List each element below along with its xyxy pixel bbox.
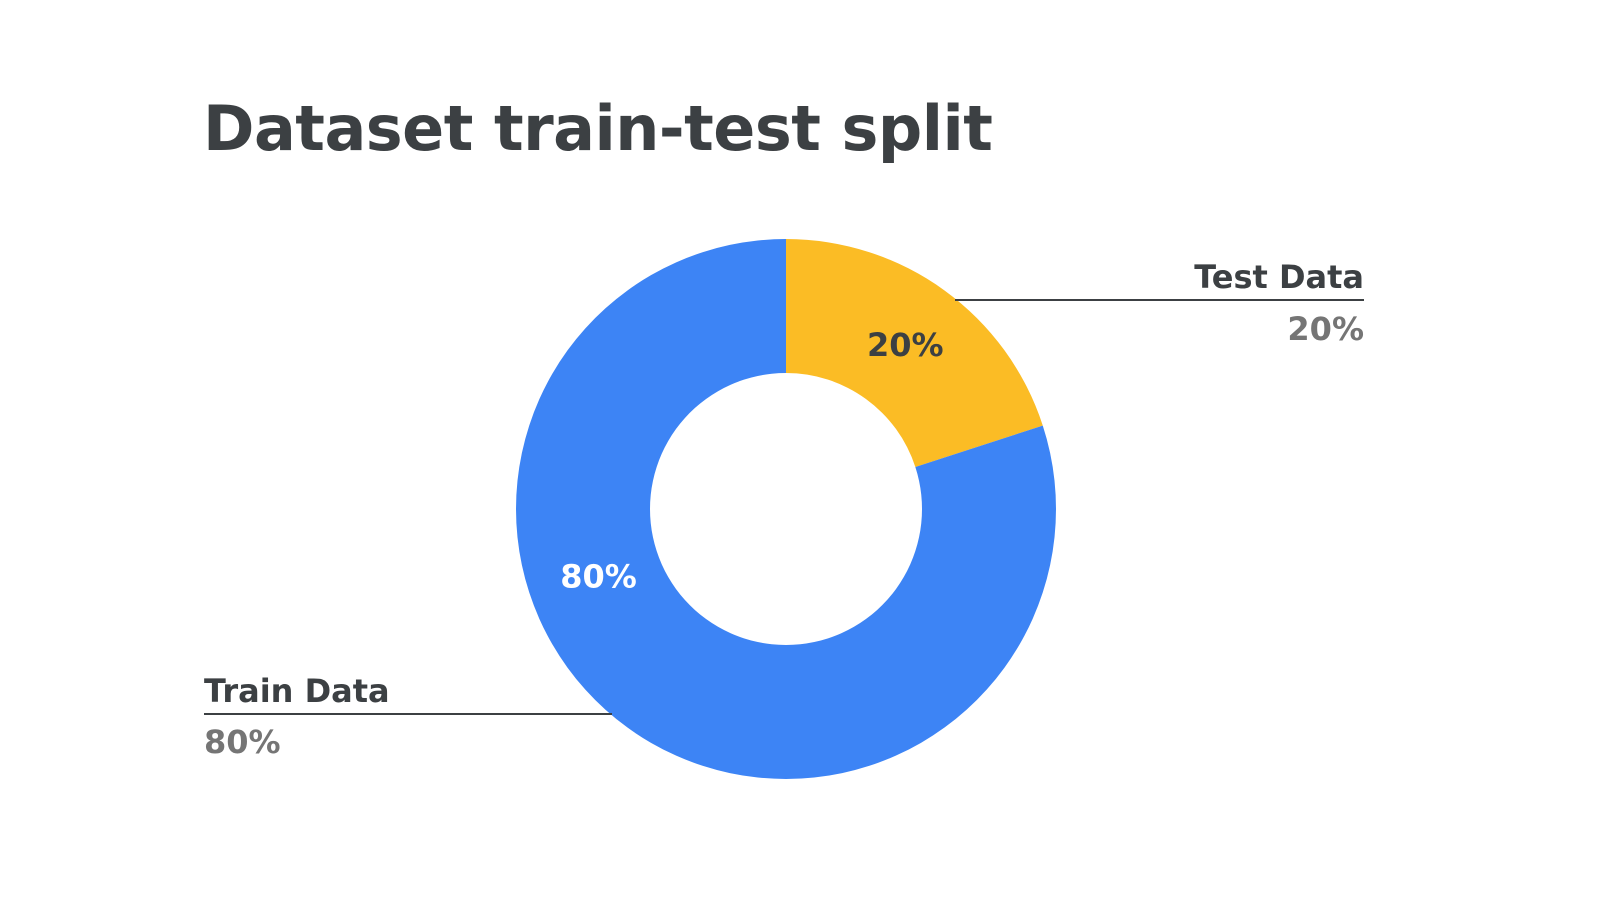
slices-layer: [516, 239, 1056, 780]
labels-layer: 20% 80%: [560, 326, 943, 596]
slice-value-label-train-data: 80%: [560, 558, 637, 596]
slice-value-label-test-data: 20%: [867, 326, 944, 364]
chart-title: Dataset train-test split: [203, 92, 993, 165]
callout-label-train-data: Train Data: [204, 672, 390, 710]
callout-value-test-data: 20%: [1287, 310, 1364, 348]
slice-train-data: [516, 239, 1056, 780]
callout-value-train-data: 80%: [204, 723, 281, 761]
callouts-layer: Test Data 20% Train Data 80%: [204, 258, 1364, 761]
slice-test-data: [786, 239, 1043, 467]
callout-label-test-data: Test Data: [1194, 258, 1364, 296]
